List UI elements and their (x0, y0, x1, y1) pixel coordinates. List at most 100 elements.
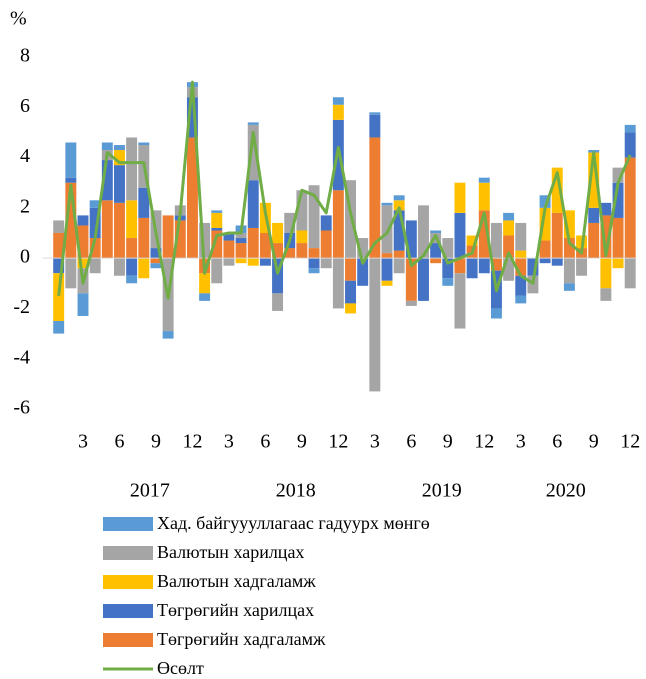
bar-segment (503, 258, 515, 281)
bar-segment (235, 233, 247, 239)
bar-segment (247, 258, 259, 266)
bar-segment (65, 258, 77, 289)
bar-segment (418, 258, 429, 301)
bar-segment (624, 132, 636, 158)
bar-segment (539, 195, 551, 208)
legend-swatch (103, 604, 153, 618)
bar-segment (114, 258, 125, 276)
bar-segment (211, 210, 223, 213)
bar-segment (357, 238, 369, 259)
bar-segment (588, 207, 600, 223)
bar-segment (442, 258, 454, 279)
bar-segment (53, 220, 65, 233)
x-tick-label: 6 (552, 431, 562, 453)
bar-segment (89, 207, 101, 239)
bar-segment (296, 190, 308, 231)
bar-segment (126, 258, 138, 276)
bar-segment (381, 253, 393, 259)
bar-segment (515, 258, 527, 276)
bar-segment (114, 145, 125, 151)
bar-segment (405, 220, 417, 259)
y-tick-label: -6 (13, 397, 30, 419)
year-label: 2018 (276, 480, 316, 502)
bar-segment (150, 258, 162, 264)
bar-segment (126, 137, 138, 201)
bar-segment (612, 217, 624, 259)
bar-segment (296, 230, 308, 244)
bar-segment (345, 280, 356, 304)
bar-segment (77, 215, 89, 226)
bar-segment (114, 165, 125, 203)
bar-segment (430, 230, 442, 233)
x-tick-label: 6 (406, 431, 416, 453)
y-tick-label: -4 (13, 346, 30, 368)
bar-segment (563, 210, 575, 239)
bar-segment (89, 258, 101, 274)
bar-segment (345, 303, 356, 314)
legend-label: Хад. байгуууллагаас гадуурх мөнгө (157, 513, 430, 533)
x-tick-label: 3 (224, 431, 234, 453)
bar-segment (272, 293, 284, 311)
bar-segment (369, 258, 381, 392)
bar-segment (612, 258, 624, 269)
bar-segment (235, 258, 247, 264)
x-tick-label: 12 (620, 431, 640, 453)
bar-segment (138, 187, 150, 218)
bar-segment (53, 233, 65, 259)
bar-segment (211, 258, 223, 284)
bar-segment (53, 321, 65, 334)
bar-segment (454, 258, 466, 274)
bar-segment (223, 240, 235, 259)
bar-segment (320, 230, 332, 259)
bar-segment (308, 248, 320, 259)
legend-label: Төгрөгийн харилцах (157, 600, 314, 620)
y-unit: % (10, 8, 27, 30)
x-tick-label: 3 (78, 431, 88, 453)
bar-segment (114, 202, 125, 259)
bar-segment (539, 240, 551, 259)
bar-segment (393, 210, 405, 251)
bar-segment (332, 97, 344, 105)
bar-segment (174, 220, 186, 259)
bar-segment (53, 258, 65, 274)
year-label: 2020 (546, 480, 586, 502)
bar-segment (624, 157, 636, 259)
bar-segment (332, 258, 344, 309)
bar-segment (199, 273, 211, 294)
y-tick-label: -2 (13, 296, 30, 318)
bar-segment (345, 258, 356, 281)
bar-segment (199, 222, 211, 259)
bar-segment (272, 243, 284, 259)
bar-segment (600, 215, 612, 259)
x-tick-label: 12 (182, 431, 202, 453)
bar-segment (624, 258, 636, 289)
bar-segment (430, 258, 442, 264)
y-tick-label: 8 (20, 45, 30, 67)
bar-segment (527, 258, 539, 276)
bar-segment (430, 243, 442, 259)
bar-segment (211, 212, 223, 228)
bar-segment (418, 205, 429, 259)
bar-segment (101, 200, 113, 259)
bar-segment (284, 212, 296, 233)
bar-segment (381, 280, 393, 286)
bar-segment (381, 205, 393, 254)
bar-segment (369, 112, 381, 115)
legend-label: Өсөлт (157, 658, 204, 678)
bar-segment (247, 180, 259, 228)
bar-segment (369, 137, 381, 259)
bar-segment (381, 202, 393, 206)
bar-segment (515, 222, 527, 251)
bar-segment (490, 258, 502, 271)
bar-segment (551, 167, 563, 213)
legend-label: Төгрөгийн хадгаламж (157, 629, 326, 649)
bar-segment (296, 243, 308, 259)
x-tick-label: 9 (297, 431, 307, 453)
bar-segment (563, 238, 575, 259)
x-tick-label: 12 (328, 431, 348, 453)
bar-segment (393, 250, 405, 259)
bar-segment (223, 258, 235, 266)
bar-segment (126, 200, 138, 239)
bar-segment (357, 258, 369, 286)
bar-segment (600, 258, 612, 289)
